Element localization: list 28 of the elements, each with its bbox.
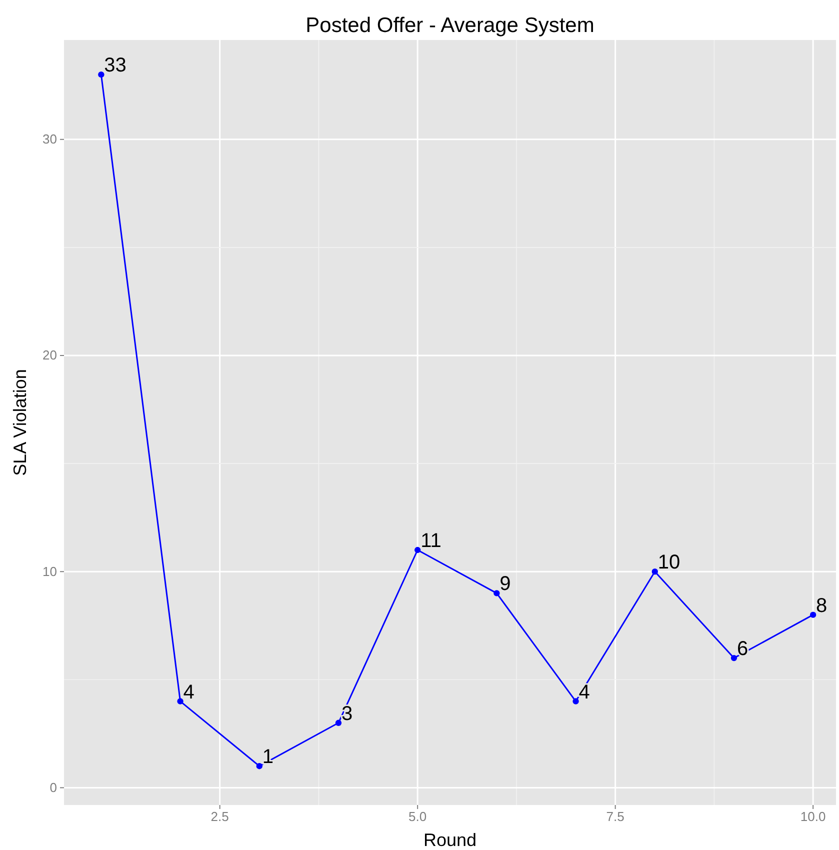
x-tick-label: 7.5: [606, 809, 624, 824]
point: [335, 720, 342, 726]
point: [98, 71, 104, 78]
x-axis-title: Round: [423, 830, 477, 850]
y-tick-label: 20: [42, 348, 57, 363]
x-tick-label: 5.0: [408, 809, 427, 824]
point: [730, 654, 738, 662]
y-axis-title: SLA Violation: [10, 369, 30, 476]
x-tick-label: 2.5: [210, 809, 229, 824]
point: [572, 698, 579, 704]
point: [177, 698, 184, 704]
point: [414, 546, 421, 554]
y-tick-label: 10: [42, 564, 57, 579]
point: [494, 590, 500, 596]
data-label: 33: [104, 54, 126, 77]
data-label: 10: [658, 552, 680, 574]
x-tick-label: 10.0: [800, 809, 826, 824]
point: [652, 568, 658, 575]
data-label: 9: [500, 573, 511, 596]
data-label: 8: [816, 594, 828, 617]
point: [256, 763, 262, 770]
y-tick-label: 30: [42, 132, 57, 147]
chart-title: Posted Offer - Average System: [306, 14, 594, 37]
y-tick-label: 0: [50, 780, 57, 795]
data-label: 3: [341, 702, 353, 725]
data-label: 4: [183, 681, 194, 704]
data-label: 11: [420, 530, 442, 552]
point: [810, 612, 816, 618]
